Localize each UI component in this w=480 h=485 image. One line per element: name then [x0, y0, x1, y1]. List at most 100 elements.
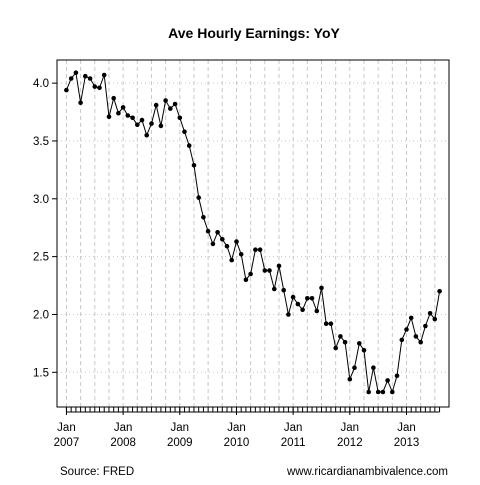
data-point	[201, 215, 206, 220]
y-tick-label: 3.5	[33, 136, 49, 148]
data-point	[357, 341, 362, 346]
data-point	[404, 327, 409, 332]
data-point	[225, 244, 230, 249]
y-tick-label: 3.0	[33, 194, 49, 206]
data-point	[315, 309, 320, 314]
data-point	[83, 74, 88, 79]
data-point	[111, 96, 116, 101]
data-point	[253, 247, 258, 252]
data-point	[215, 230, 220, 235]
data-point	[196, 195, 201, 200]
data-point	[296, 302, 301, 307]
data-point	[338, 334, 343, 339]
data-point	[333, 346, 338, 351]
data-point	[107, 114, 112, 119]
data-point	[173, 102, 178, 107]
data-point	[381, 390, 386, 395]
x-tick-label-year: 2008	[110, 437, 136, 449]
data-point	[144, 133, 149, 138]
x-tick-label-month: Jan	[284, 422, 303, 434]
data-point	[329, 321, 334, 326]
data-point	[93, 84, 98, 89]
data-point	[140, 118, 145, 123]
x-tick-label-year: 2009	[167, 437, 193, 449]
data-point	[263, 268, 268, 273]
chart-title: Ave Hourly Earnings: YoY	[168, 25, 340, 41]
x-tick-label-year: 2012	[337, 437, 363, 449]
data-point	[277, 264, 282, 269]
data-point	[229, 258, 234, 263]
data-point	[168, 106, 173, 111]
data-point	[409, 316, 414, 321]
data-point	[291, 295, 296, 300]
credit-label: www.ricardianambivalence.com	[286, 466, 448, 478]
data-point	[97, 86, 102, 91]
x-tick-label-year: 2010	[224, 437, 250, 449]
data-point	[159, 124, 164, 129]
data-point	[324, 321, 329, 326]
data-point	[286, 312, 291, 317]
data-point	[121, 105, 126, 110]
data-point	[433, 317, 438, 322]
data-point	[248, 272, 253, 277]
data-point	[310, 296, 315, 301]
x-tick-label-year: 2007	[54, 437, 80, 449]
x-tick-label-month: Jan	[57, 422, 76, 434]
data-point	[135, 123, 140, 128]
data-point	[400, 338, 405, 343]
data-point	[154, 103, 159, 108]
data-point	[300, 308, 305, 313]
data-point	[234, 239, 239, 244]
data-point	[385, 378, 390, 383]
data-point	[182, 129, 187, 134]
source-label: Source: FRED	[60, 466, 134, 478]
data-point	[88, 76, 93, 81]
data-point	[272, 287, 277, 292]
data-point	[267, 268, 272, 273]
x-tick-label-month: Jan	[171, 422, 190, 434]
data-point	[418, 340, 423, 345]
data-point	[319, 286, 324, 291]
data-point	[126, 113, 131, 118]
data-point	[74, 70, 79, 75]
x-tick-label-month: Jan	[341, 422, 360, 434]
data-point	[343, 340, 348, 345]
x-tick-label-year: 2013	[394, 437, 420, 449]
data-point	[163, 98, 168, 103]
data-point	[305, 296, 310, 301]
data-point	[258, 247, 263, 252]
data-point	[428, 311, 433, 316]
data-point	[437, 289, 442, 294]
x-tick-label-month: Jan	[397, 422, 416, 434]
data-point	[366, 390, 371, 395]
data-point	[178, 116, 183, 121]
data-point	[69, 76, 74, 81]
data-point	[376, 390, 381, 395]
data-point	[414, 334, 419, 339]
data-point	[149, 121, 154, 126]
y-tick-label: 1.5	[33, 367, 49, 379]
data-point	[244, 278, 249, 283]
x-tick-label-month: Jan	[227, 422, 246, 434]
data-point	[102, 73, 107, 78]
data-point	[395, 374, 400, 379]
data-point	[423, 324, 428, 329]
data-point	[348, 377, 353, 382]
data-point	[211, 242, 216, 247]
data-point	[64, 88, 69, 93]
y-tick-label: 2.0	[33, 309, 49, 321]
data-point	[371, 365, 376, 370]
x-tick-label-month: Jan	[114, 422, 133, 434]
y-tick-label: 2.5	[33, 252, 49, 264]
data-point	[390, 390, 395, 395]
data-point	[192, 163, 197, 168]
data-point	[352, 365, 357, 370]
data-point	[78, 101, 83, 106]
y-tick-label: 4.0	[33, 78, 49, 90]
data-point	[239, 252, 244, 257]
data-point	[187, 143, 192, 148]
data-point	[281, 288, 286, 293]
